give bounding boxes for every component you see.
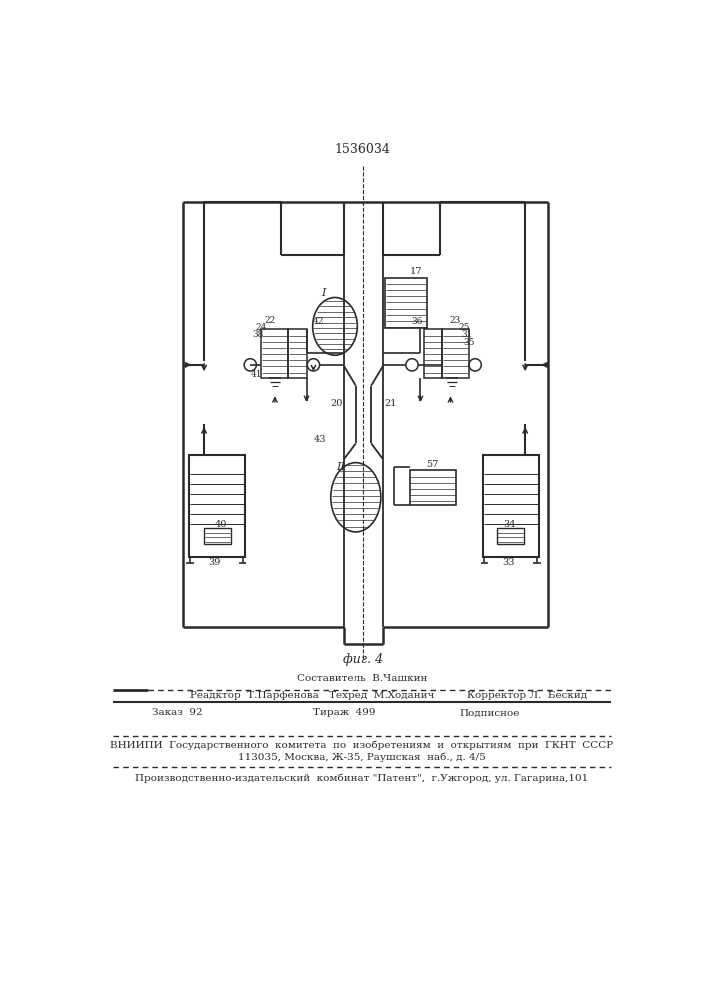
Bar	[288, 329, 307, 378]
Bar	[204, 528, 231, 544]
Text: 31: 31	[462, 330, 473, 339]
Text: Техред  М.Ходанич: Техред М.Ходанич	[329, 691, 434, 700]
Text: 20: 20	[330, 399, 343, 408]
Text: 43: 43	[313, 435, 326, 444]
Text: 42: 42	[312, 317, 324, 326]
Bar	[423, 329, 442, 378]
Text: Заказ  92: Заказ 92	[152, 708, 202, 717]
Text: 24: 24	[255, 323, 267, 332]
Text: ВНИИПИ  Государственного  комитета  по  изобретениям  и  открытиям  при  ГКНТ  С: ВНИИПИ Государственного комитета по изоб…	[110, 740, 614, 750]
Bar	[385, 278, 428, 328]
Text: 1536034: 1536034	[334, 143, 390, 156]
Text: 41: 41	[251, 370, 262, 379]
Text: Подписное: Подписное	[460, 708, 520, 717]
Text: 23: 23	[450, 316, 461, 325]
Text: 38: 38	[252, 330, 264, 339]
Text: II: II	[336, 462, 345, 472]
Text: 39: 39	[209, 558, 221, 567]
Text: Составитель  В.Чашкин: Составитель В.Чашкин	[297, 674, 427, 683]
Text: 40: 40	[215, 520, 227, 529]
Bar	[261, 329, 288, 378]
Text: 57: 57	[426, 460, 439, 469]
Text: 33: 33	[502, 558, 515, 567]
Bar	[483, 455, 539, 557]
Text: Тираж  499: Тираж 499	[313, 708, 376, 717]
Text: 113035, Москва, Ж-35, Раушская  наб., д. 4/5: 113035, Москва, Ж-35, Раушская наб., д. …	[238, 752, 486, 762]
Text: 21: 21	[384, 399, 397, 408]
Bar	[409, 470, 456, 505]
Text: Корректор Л.  Бескид: Корректор Л. Бескид	[467, 691, 588, 700]
Text: 35: 35	[463, 338, 474, 347]
Text: 22: 22	[264, 316, 276, 325]
Text: 36: 36	[411, 317, 422, 326]
Bar	[189, 455, 245, 557]
Text: 34: 34	[503, 520, 516, 529]
Text: Производственно-издательский  комбинат "Патент",  г.Ужгород, ул. Гагарина,101: Производственно-издательский комбинат "П…	[135, 774, 588, 783]
Text: I: I	[321, 288, 326, 298]
Bar	[497, 528, 524, 544]
Text: Реадктор  Т.Парфенова: Реадктор Т.Парфенова	[190, 691, 319, 700]
Text: 25: 25	[459, 323, 470, 332]
Text: фиг. 4: фиг. 4	[344, 652, 384, 666]
Text: 17: 17	[409, 267, 422, 276]
Bar	[442, 329, 469, 378]
